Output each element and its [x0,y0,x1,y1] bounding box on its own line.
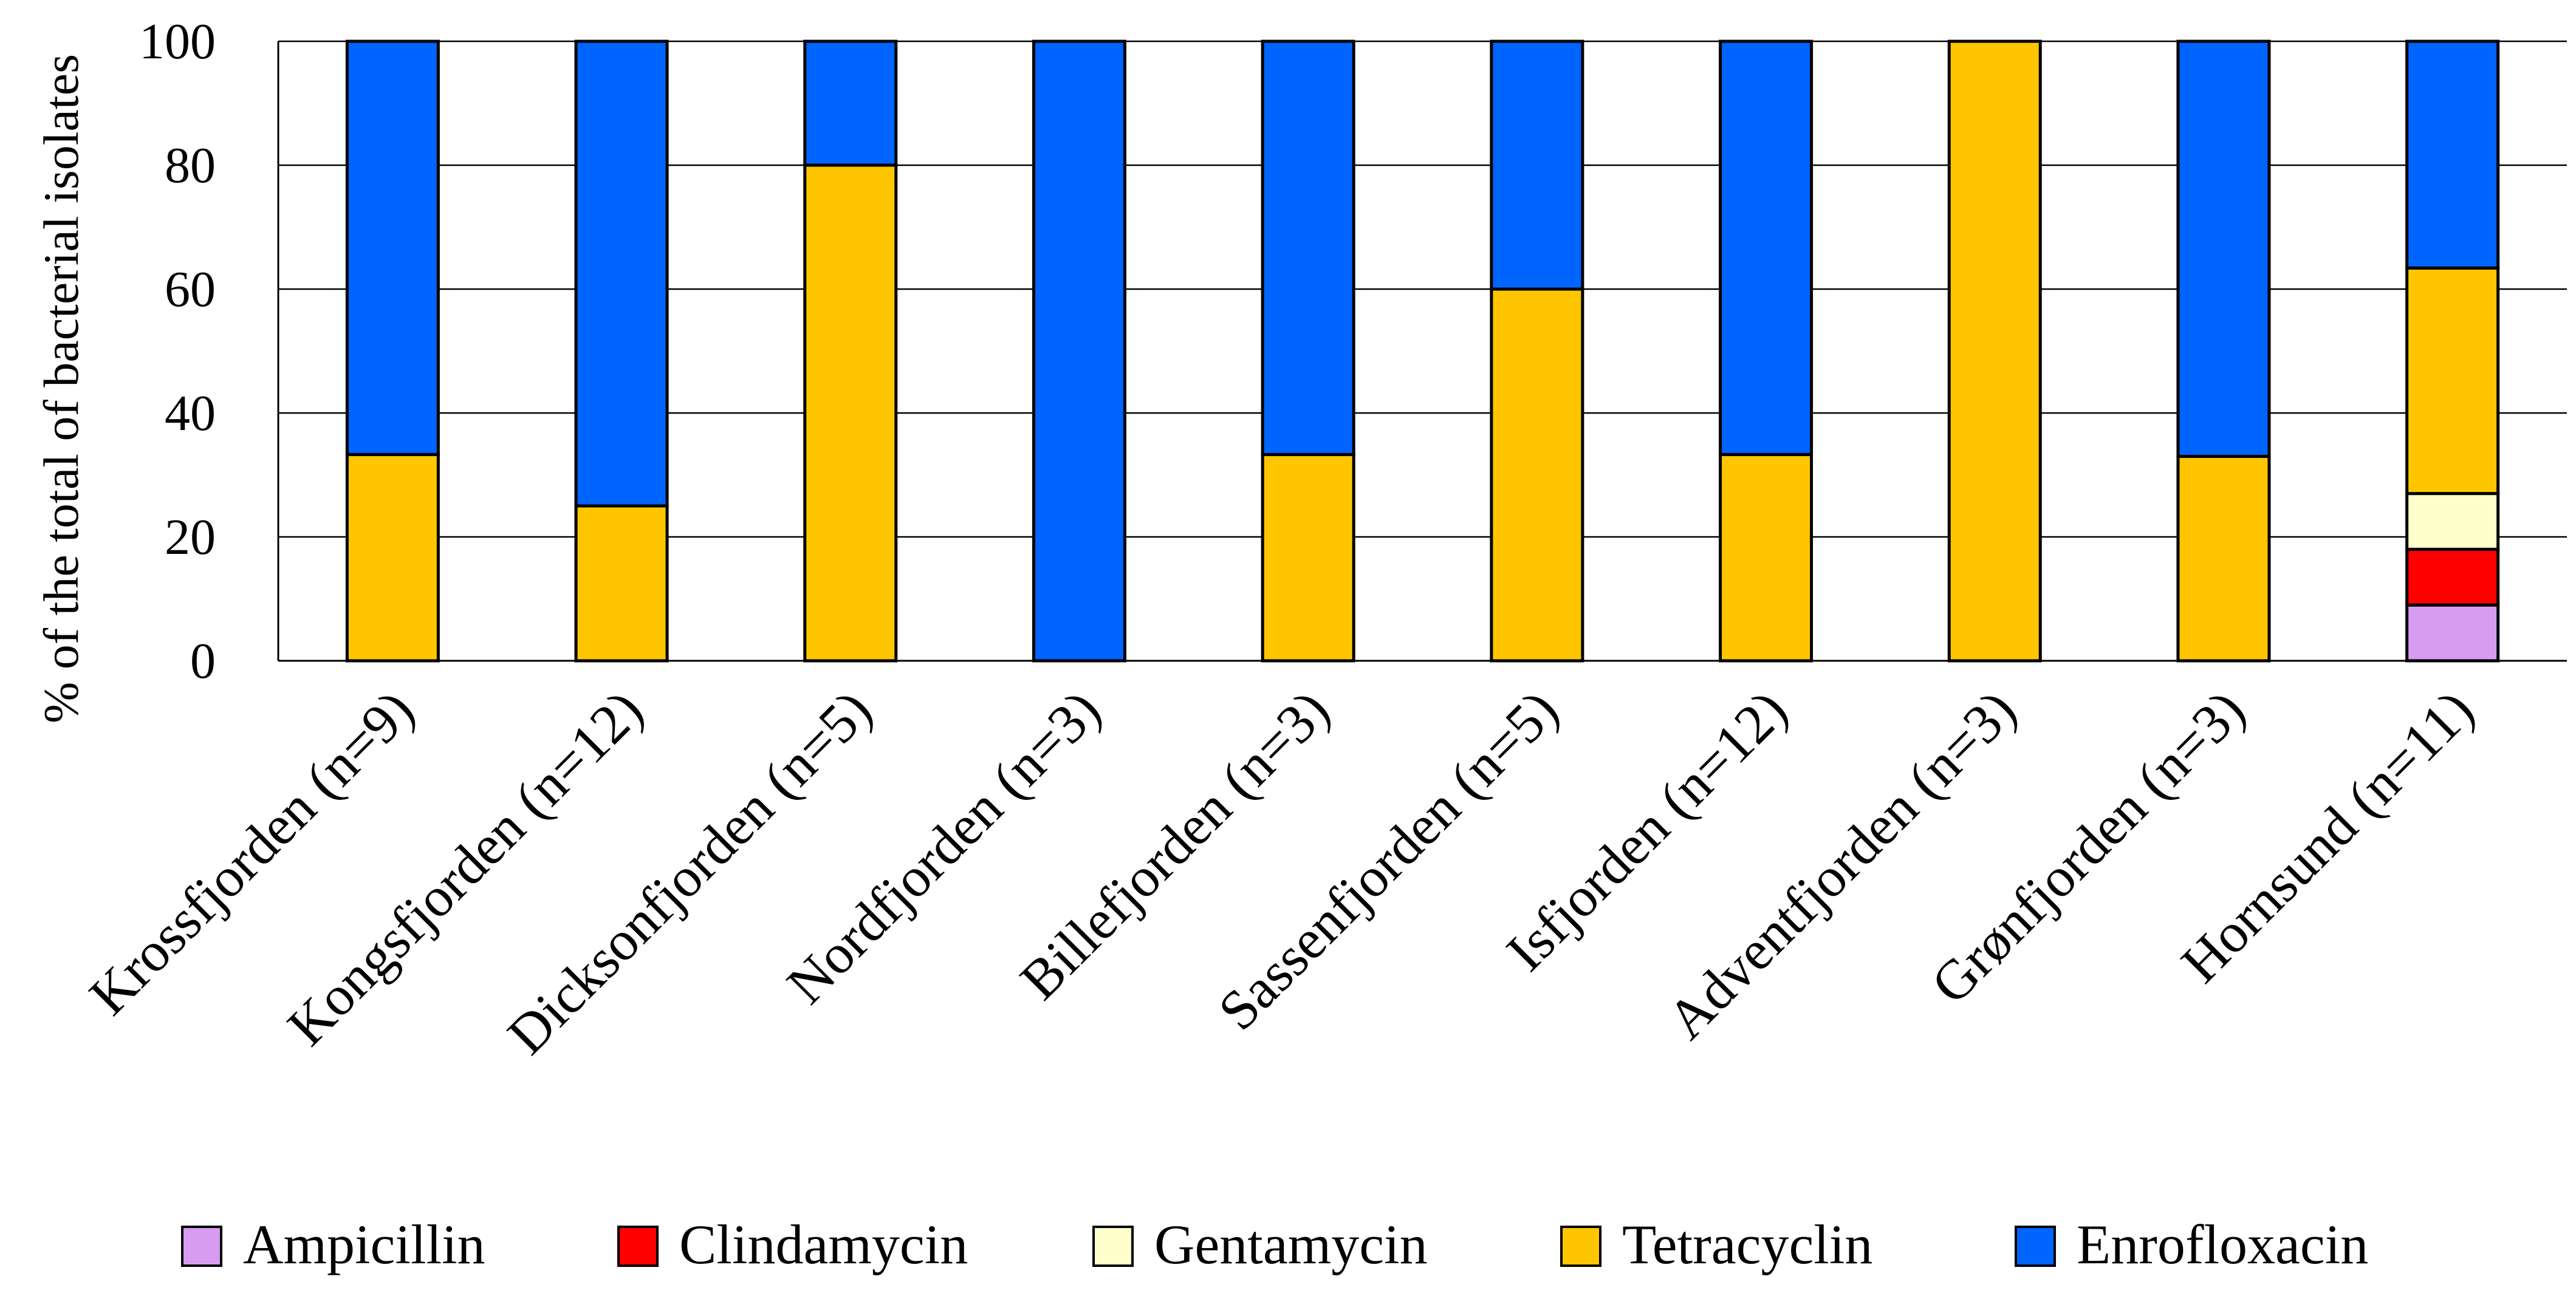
bar-segment-tetracyclin [1719,452,1814,663]
bar-segment-tetracyclin [345,452,440,663]
bar-segment-enrofloxacin [2176,39,2271,458]
y-tick-labels: 0 20 40 60 80 100 [139,13,216,689]
legend-item-ampicillin: Ampicillin [181,1213,485,1275]
axes [277,41,2567,662]
bar-segment-tetracyclin [574,504,669,663]
bar-segment-enrofloxacin [2405,39,2500,270]
bar-segment-gentamycin [2405,492,2500,551]
bar-segment-clindamycin [2405,547,2500,607]
bar-segment-enrofloxacin [1490,39,1584,291]
legend-label: Enrofloxacin [2077,1213,2368,1275]
legend-swatch [1092,1226,1134,1267]
bar-segment-enrofloxacin [803,39,898,167]
legend-swatch [1560,1226,1601,1267]
y-tick-label: 40 [165,385,216,442]
bar-segment-enrofloxacin [1261,39,1355,456]
bar-segment-enrofloxacin [1032,39,1126,663]
legend-label: Gentamycin [1154,1213,1428,1275]
y-tick-label: 80 [165,137,216,194]
legend-label: Clindamycin [679,1213,968,1275]
legend-label: Tetracyclin [1622,1213,1872,1275]
legend-swatch [617,1226,659,1267]
x-category-labels: Krossfjorden (n=9)Kongsfjorden (n=12)Dic… [77,678,2485,1066]
bar-segment-tetracyclin [803,163,898,663]
y-tick-label: 0 [190,633,216,689]
y-tick-label: 100 [139,13,216,70]
y-tick-label: 20 [165,509,216,565]
bar-segment-tetracyclin [1261,452,1355,663]
legend-item-clindamycin: Clindamycin [617,1213,968,1275]
bar-segment-tetracyclin [1947,39,2042,663]
y-tick-label: 60 [165,261,216,318]
legend-label: Ampicillin [243,1213,485,1275]
legend-swatch [181,1226,222,1267]
legend-item-enrofloxacin: Enrofloxacin [2015,1213,2368,1275]
bar-segment-enrofloxacin [1719,39,1814,456]
y-axis-label: % of the total of bacterial isolates [33,54,89,723]
legend-item-gentamycin: Gentamycin [1092,1213,1428,1275]
legend-item-tetracyclin: Tetracyclin [1560,1213,1872,1275]
legend: Ampicillin Clindamycin Gentamycin Tetracycl… [181,1213,2368,1275]
bar-segment-enrofloxacin [574,39,669,508]
bar-segment-tetracyclin [1490,287,1584,663]
legend-swatch [2015,1226,2056,1267]
bar-segment-tetracyclin [2176,454,2271,663]
bar-segment-ampicillin [2405,603,2500,663]
bar-segment-enrofloxacin [345,39,440,456]
bar-segment-tetracyclin [2405,266,2500,496]
bars [345,39,2500,663]
